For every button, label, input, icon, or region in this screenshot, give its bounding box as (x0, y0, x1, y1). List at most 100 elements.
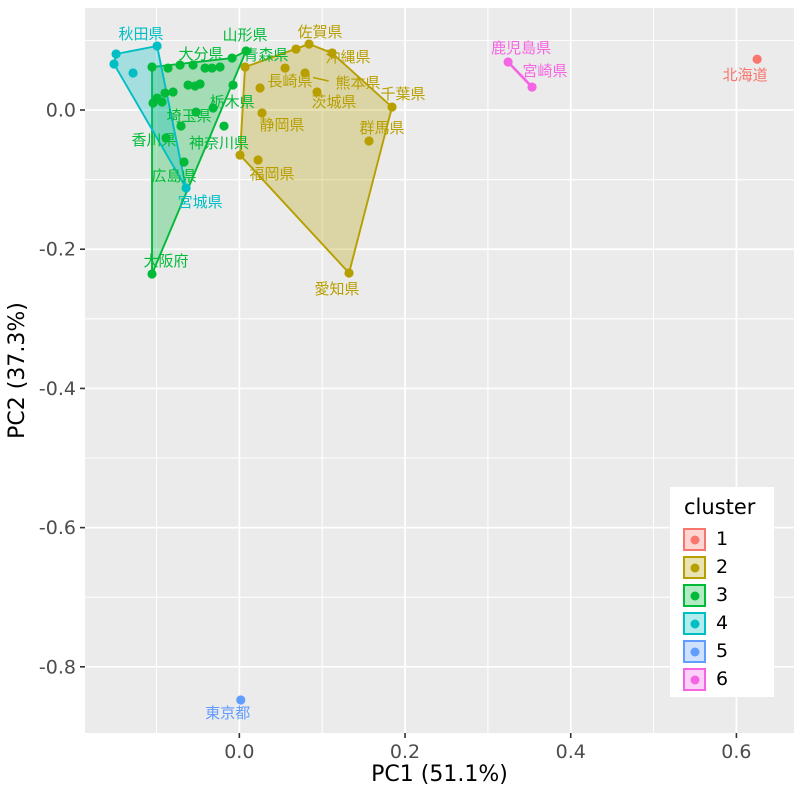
point-label: 福岡県 (250, 165, 295, 183)
data-point-cluster-2 (364, 136, 374, 146)
legend-key-swatch (683, 584, 706, 607)
point-label: 秋田県 (119, 25, 164, 43)
point-label: 東京都 (205, 704, 250, 722)
data-point-cluster-3 (179, 157, 189, 167)
data-point-cluster-2 (255, 83, 265, 93)
legend-key-swatch (683, 556, 706, 579)
point-label: 山形県 (223, 26, 268, 44)
point-label: 栃木県 (210, 93, 255, 111)
legend-entry-label: 2 (716, 556, 729, 578)
data-point-cluster-4 (181, 183, 191, 193)
y-tick-label: -0.4 (39, 378, 76, 400)
data-point-cluster-3 (161, 133, 171, 143)
data-point-cluster-3 (241, 46, 251, 56)
data-point-cluster-3 (228, 80, 238, 90)
legend-key-swatch (683, 528, 706, 551)
legend-entry-label: 1 (716, 528, 729, 550)
data-point-cluster-3 (219, 121, 229, 131)
point-label: 鹿児島県 (491, 39, 551, 57)
data-point-cluster-3 (215, 62, 225, 72)
point-label: 香川県 (132, 131, 177, 149)
legend-key-dot-icon (690, 675, 699, 684)
point-label: 長崎県 (268, 72, 313, 90)
data-point-cluster-4 (109, 59, 119, 69)
data-point-cluster-2 (257, 108, 267, 118)
legend-key-swatch (683, 668, 706, 691)
x-tick-label: 0.6 (721, 741, 751, 763)
y-tick-label: -0.2 (39, 239, 76, 261)
data-point-cluster-4 (152, 41, 162, 51)
point-label: 千葉県 (381, 85, 426, 103)
point-label: 青森県 (244, 46, 289, 64)
data-point-cluster-3 (163, 63, 173, 73)
data-point-cluster-3 (200, 63, 210, 73)
data-point-cluster-3 (148, 98, 158, 108)
point-label: 沖縄県 (326, 48, 371, 66)
data-point-cluster-2 (291, 44, 301, 54)
y-tick-label: -0.8 (39, 656, 76, 678)
data-point-cluster-2 (280, 63, 290, 73)
data-point-cluster-2 (235, 150, 245, 160)
legend: cluster 1 2 3 4 5 6 (670, 487, 774, 697)
x-tick-label: 0.0 (224, 741, 254, 763)
legend-entry-label: 6 (716, 668, 729, 690)
data-point-cluster-3 (160, 88, 170, 98)
point-label: 熊本県 (336, 74, 381, 92)
legend-entry-5: 5 (683, 640, 774, 663)
data-point-cluster-5 (236, 695, 246, 705)
legend-key-dot-icon (690, 563, 699, 572)
data-point-cluster-3 (191, 107, 201, 117)
point-label: 埼玉県 (167, 107, 212, 125)
data-point-cluster-3 (207, 63, 217, 73)
data-point-cluster-2 (240, 62, 250, 72)
data-point-cluster-3 (147, 62, 157, 72)
point-label: 佐賀県 (298, 23, 343, 41)
legend-key-dot-icon (690, 647, 699, 656)
legend-entry-6: 6 (683, 668, 774, 691)
y-tick-label: 0.0 (46, 100, 76, 122)
point-label: 愛知県 (315, 280, 360, 298)
data-point-cluster-3 (147, 269, 157, 279)
x-tick-label: 0.4 (556, 741, 586, 763)
legend-key-swatch (683, 612, 706, 635)
cluster-link-6 (507, 61, 533, 88)
point-label: 群馬県 (359, 119, 404, 137)
data-point-cluster-2 (344, 268, 354, 278)
legend-entry-3: 3 (683, 584, 774, 607)
legend-key-dot-icon (690, 591, 699, 600)
data-point-cluster-3 (183, 80, 193, 90)
point-label: 大分県 (179, 45, 224, 63)
legend-entries: 1 2 3 4 5 6 (683, 528, 774, 691)
data-point-cluster-3 (157, 97, 167, 107)
data-point-cluster-3 (168, 87, 178, 97)
data-point-cluster-3 (175, 60, 185, 70)
point-label: 茨城県 (312, 93, 357, 111)
legend-title: cluster (684, 495, 756, 519)
point-label: 宮城県 (178, 193, 223, 211)
data-point-cluster-2 (387, 102, 397, 112)
point-label: 宮崎県 (523, 62, 568, 80)
legend-key-dot-icon (690, 535, 699, 544)
data-point-cluster-2 (304, 39, 314, 49)
data-point-cluster-6 (503, 57, 513, 67)
legend-entry-label: 4 (716, 612, 729, 634)
point-label: 大阪府 (144, 252, 189, 270)
data-point-cluster-3 (176, 121, 186, 131)
data-point-cluster-4 (128, 68, 138, 78)
y-tick-label: -0.6 (39, 517, 76, 539)
legend-entry-label: 5 (716, 640, 729, 662)
data-point-cluster-2 (327, 48, 337, 58)
data-point-cluster-2 (312, 87, 322, 97)
x-tick-label: 0.2 (390, 741, 420, 763)
data-point-cluster-6 (527, 82, 537, 92)
data-point-cluster-3 (195, 79, 205, 89)
legend-entry-4: 4 (683, 612, 774, 635)
data-point-cluster-1 (752, 54, 762, 64)
legend-entry-2: 2 (683, 556, 774, 579)
legend-key-dot-icon (690, 619, 699, 628)
legend-key-swatch (683, 640, 706, 663)
point-label: 静岡県 (260, 116, 305, 134)
point-label: 広島県 (151, 167, 196, 185)
point-label: 北海道 (723, 66, 768, 84)
